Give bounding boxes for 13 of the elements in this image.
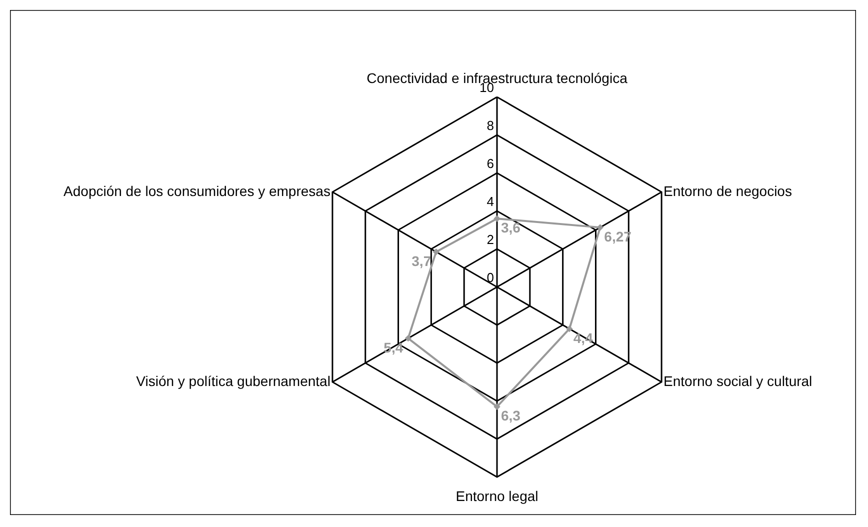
y-tick-label: 4 — [486, 194, 494, 209]
y-tick-label: 6 — [486, 156, 494, 171]
spoke-label: Visión y política gubernamental — [136, 373, 330, 389]
spoke-label: Entorno social y cultural — [664, 373, 812, 389]
data-label: 3,7 — [412, 252, 432, 269]
y-tick-label: 2 — [486, 232, 494, 247]
spoke-label: Entorno legal — [456, 488, 538, 504]
data-label: 3,6 — [501, 220, 521, 236]
y-tick-label: 8 — [486, 118, 494, 133]
spoke-label: Entorno de negocios — [664, 183, 792, 199]
spoke-label: Adopción de los consumidores y empresas — [64, 183, 330, 199]
data-label: 6,3 — [501, 408, 521, 424]
y-tick-label: 0 — [486, 270, 494, 285]
